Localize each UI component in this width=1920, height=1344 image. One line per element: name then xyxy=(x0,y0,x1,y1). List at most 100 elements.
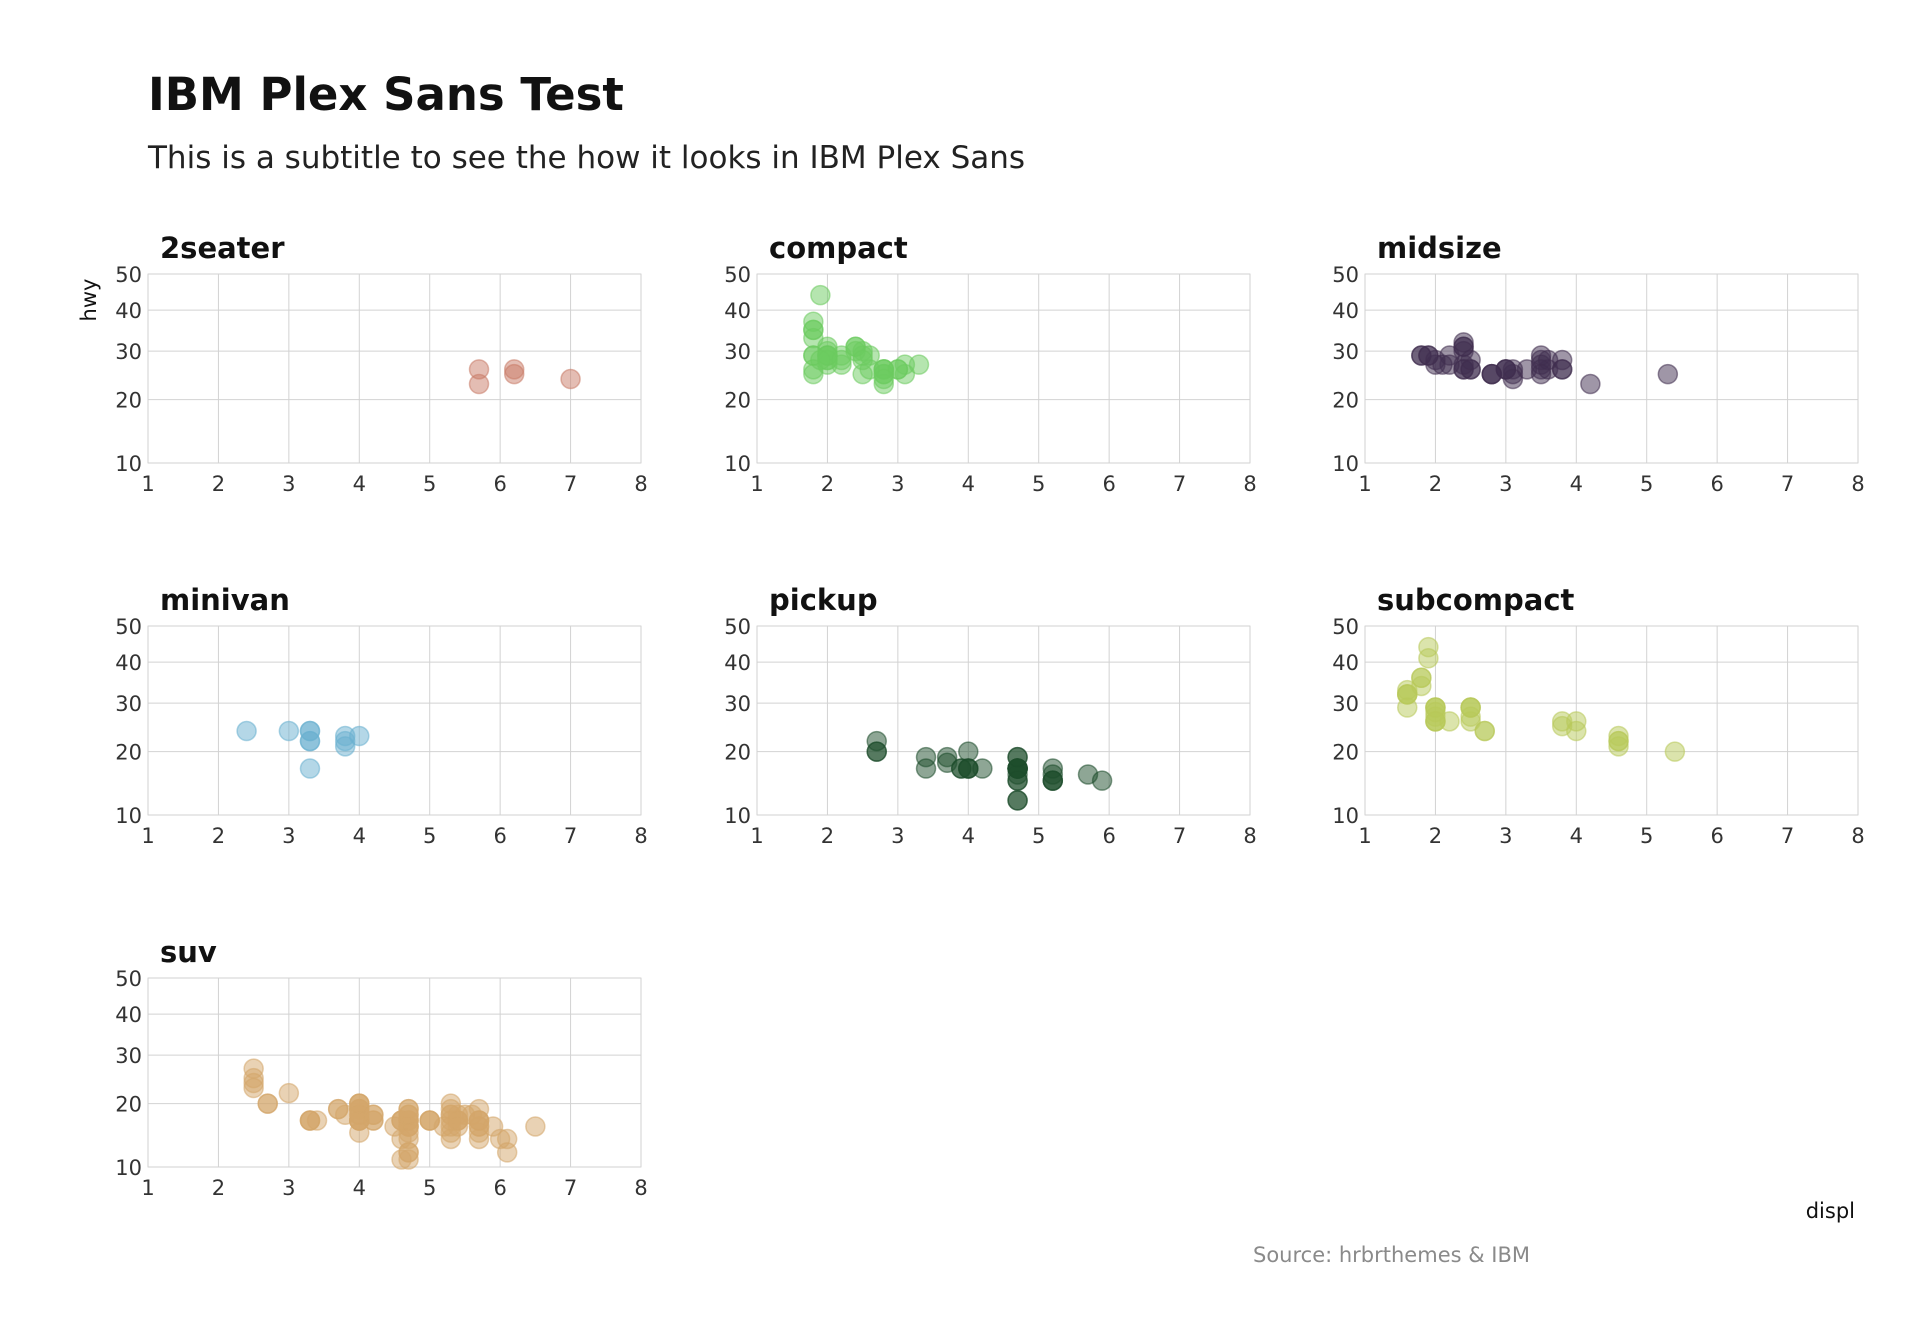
chart-subtitle: This is a subtitle to see the how it loo… xyxy=(148,140,1026,176)
data-point xyxy=(1425,711,1446,732)
x-tick-label: 2 xyxy=(821,472,834,496)
y-tick-label: 20 xyxy=(115,1093,142,1117)
data-point xyxy=(236,720,257,742)
data-point xyxy=(243,1077,264,1099)
y-tick-label: 10 xyxy=(724,804,751,828)
data-point xyxy=(243,1058,264,1079)
data-point xyxy=(1502,368,1524,390)
facet-midsize: 1 2 3 4 5 6 7 8 10 20 30 40 50 midsize xyxy=(1332,231,1864,496)
facet-title: subcompact xyxy=(1377,583,1575,617)
panel-border xyxy=(147,273,642,464)
x-tick-label: 7 xyxy=(1173,472,1186,496)
x-tick-label: 1 xyxy=(1358,472,1371,496)
x-tick-label: 3 xyxy=(282,824,295,848)
x-tick-label: 3 xyxy=(1499,472,1512,496)
y-tick-label: 50 xyxy=(1332,263,1359,287)
panel-border xyxy=(147,625,642,816)
y-tick-label: 20 xyxy=(115,389,142,413)
x-tick-label: 1 xyxy=(750,472,763,496)
x-tick-label: 7 xyxy=(564,1176,577,1200)
data-point xyxy=(1530,363,1552,385)
data-point xyxy=(1608,730,1629,752)
x-tick-label: 5 xyxy=(1032,824,1045,848)
data-point xyxy=(349,725,370,747)
data-point xyxy=(560,368,581,390)
y-tick-label: 20 xyxy=(115,741,142,765)
data-point xyxy=(1664,741,1686,762)
x-tick-label: 2 xyxy=(1429,824,1442,848)
y-tick-label: 30 xyxy=(724,692,751,716)
data-point xyxy=(398,1104,419,1126)
y-tick-label: 10 xyxy=(1332,804,1359,828)
data-point xyxy=(525,1116,546,1137)
x-tick-label: 6 xyxy=(1102,824,1115,848)
facet-title: minivan xyxy=(160,583,290,617)
chart-caption: Source: hrbrthemes & IBM xyxy=(1252,1243,1530,1267)
y-tick-label: 40 xyxy=(1332,651,1359,675)
data-point xyxy=(327,1098,349,1120)
data-point xyxy=(299,720,321,742)
x-tick-label: 7 xyxy=(564,824,577,848)
y-tick-label: 40 xyxy=(115,1003,142,1027)
data-point xyxy=(1411,667,1432,689)
data-point xyxy=(433,1116,455,1137)
x-tick-label: 3 xyxy=(891,472,904,496)
y-tick-label: 50 xyxy=(115,615,142,639)
data-point xyxy=(349,1104,370,1126)
data-point xyxy=(1460,697,1481,718)
x-tick-label: 6 xyxy=(493,824,506,848)
data-point xyxy=(496,1128,518,1150)
x-tick-label: 3 xyxy=(1499,824,1512,848)
x-tick-label: 2 xyxy=(821,824,834,848)
y-tick-label: 10 xyxy=(115,1156,142,1180)
y-tick-label: 20 xyxy=(724,389,751,413)
data-point xyxy=(398,1128,419,1150)
y-tick-label: 20 xyxy=(1332,741,1359,765)
facet-panels: 1 2 3 4 5 6 7 8 10 20 30 40 50 2seater 1 2 3 4 5 6 7 8 10 20 30 4… xyxy=(115,231,1864,1200)
data-point xyxy=(866,730,887,752)
panel-border xyxy=(756,625,1251,816)
y-tick-label: 20 xyxy=(724,741,751,765)
data-point xyxy=(810,349,831,371)
y-tick-label: 30 xyxy=(724,340,751,364)
y-axis-label: hwy xyxy=(77,279,101,322)
x-tick-label: 5 xyxy=(1640,472,1653,496)
facet-minivan: 1 2 3 4 5 6 7 8 10 20 30 40 50 minivan xyxy=(115,583,647,848)
x-tick-label: 6 xyxy=(493,1176,506,1200)
y-tick-label: 40 xyxy=(724,299,751,323)
y-tick-label: 30 xyxy=(115,1044,142,1068)
x-tick-label: 8 xyxy=(634,824,647,848)
y-tick-label: 20 xyxy=(1332,389,1359,413)
data-point xyxy=(1657,363,1679,385)
x-tick-label: 3 xyxy=(282,1176,295,1200)
data-point xyxy=(1418,345,1439,366)
facet-pickup: 1 2 3 4 5 6 7 8 10 20 30 40 50 pickup xyxy=(724,583,1256,848)
data-point xyxy=(503,363,525,385)
x-tick-label: 4 xyxy=(962,824,975,848)
x-tick-label: 8 xyxy=(1243,472,1256,496)
data-point xyxy=(958,758,979,779)
data-point xyxy=(468,373,490,395)
facet-title: pickup xyxy=(769,583,878,617)
x-tick-label: 7 xyxy=(564,472,577,496)
x-tick-label: 1 xyxy=(1358,824,1371,848)
x-tick-label: 1 xyxy=(141,1176,154,1200)
x-tick-label: 4 xyxy=(353,824,366,848)
y-tick-label: 10 xyxy=(115,804,142,828)
y-tick-label: 10 xyxy=(724,452,751,476)
facet-title: compact xyxy=(769,231,908,265)
x-axis-label: displ xyxy=(1806,1199,1855,1223)
chart-title: IBM Plex Sans Test xyxy=(148,68,624,121)
y-tick-label: 30 xyxy=(115,692,142,716)
facet-title: 2seater xyxy=(160,231,285,265)
data-point xyxy=(391,1149,412,1170)
y-tick-label: 50 xyxy=(724,615,751,639)
data-point xyxy=(915,746,937,768)
facet-suv: 1 2 3 4 5 6 7 8 10 20 30 40 50 suv xyxy=(115,935,647,1200)
y-tick-label: 30 xyxy=(1332,340,1359,364)
data-point xyxy=(1418,648,1439,669)
x-tick-label: 4 xyxy=(1570,472,1583,496)
x-tick-label: 1 xyxy=(141,824,154,848)
data-point xyxy=(1091,770,1113,791)
